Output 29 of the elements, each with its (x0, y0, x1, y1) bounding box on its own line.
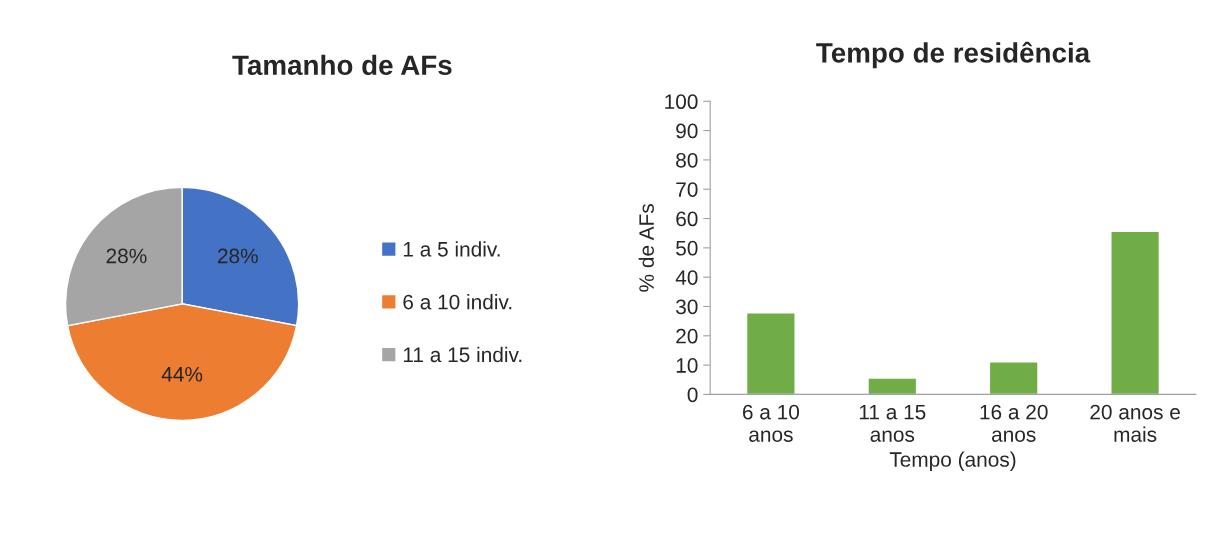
x-tick-label: 16 a 20 anos (980, 404, 1048, 442)
x-tick-label: 20 anos e mais (1090, 404, 1180, 442)
y-axis-title: % de AFs (638, 204, 654, 292)
data-label: 28% (106, 248, 147, 264)
y-tick-label: 80 (676, 152, 698, 168)
chart-title: Tamanho de AFs (232, 54, 452, 76)
y-tick-label: 10 (676, 358, 698, 373)
data-label: 44% (161, 367, 203, 382)
bar (867, 377, 918, 395)
y-tick-label: 60 (676, 211, 698, 227)
legend-label: 6 a 10 indiv. (403, 294, 512, 310)
y-tick-label: 20 (676, 328, 698, 344)
x-tick-label: 6 a 10 anos (742, 404, 800, 442)
x-tick-label: 11 a 15 anos (859, 404, 926, 442)
bar (1110, 230, 1161, 395)
y-tick-label: 30 (676, 299, 698, 315)
y-tick-label: 0 (687, 387, 698, 403)
data-label: 28% (217, 248, 258, 264)
legend-label: 1 a 5 indiv. (403, 241, 500, 257)
bar (988, 361, 1039, 395)
y-tick-label: 90 (676, 123, 698, 139)
y-tick-label: 40 (675, 270, 698, 285)
y-tick-label: 100 (665, 94, 698, 110)
bar (745, 312, 796, 395)
y-tick-label: 50 (676, 240, 698, 256)
y-tick-label: 70 (676, 182, 698, 197)
x-axis-title: Tempo (anos) (889, 451, 1016, 471)
chart-title: Tempo de residência (816, 41, 1091, 69)
legend-label: 11 a 15 indiv. (403, 346, 522, 363)
